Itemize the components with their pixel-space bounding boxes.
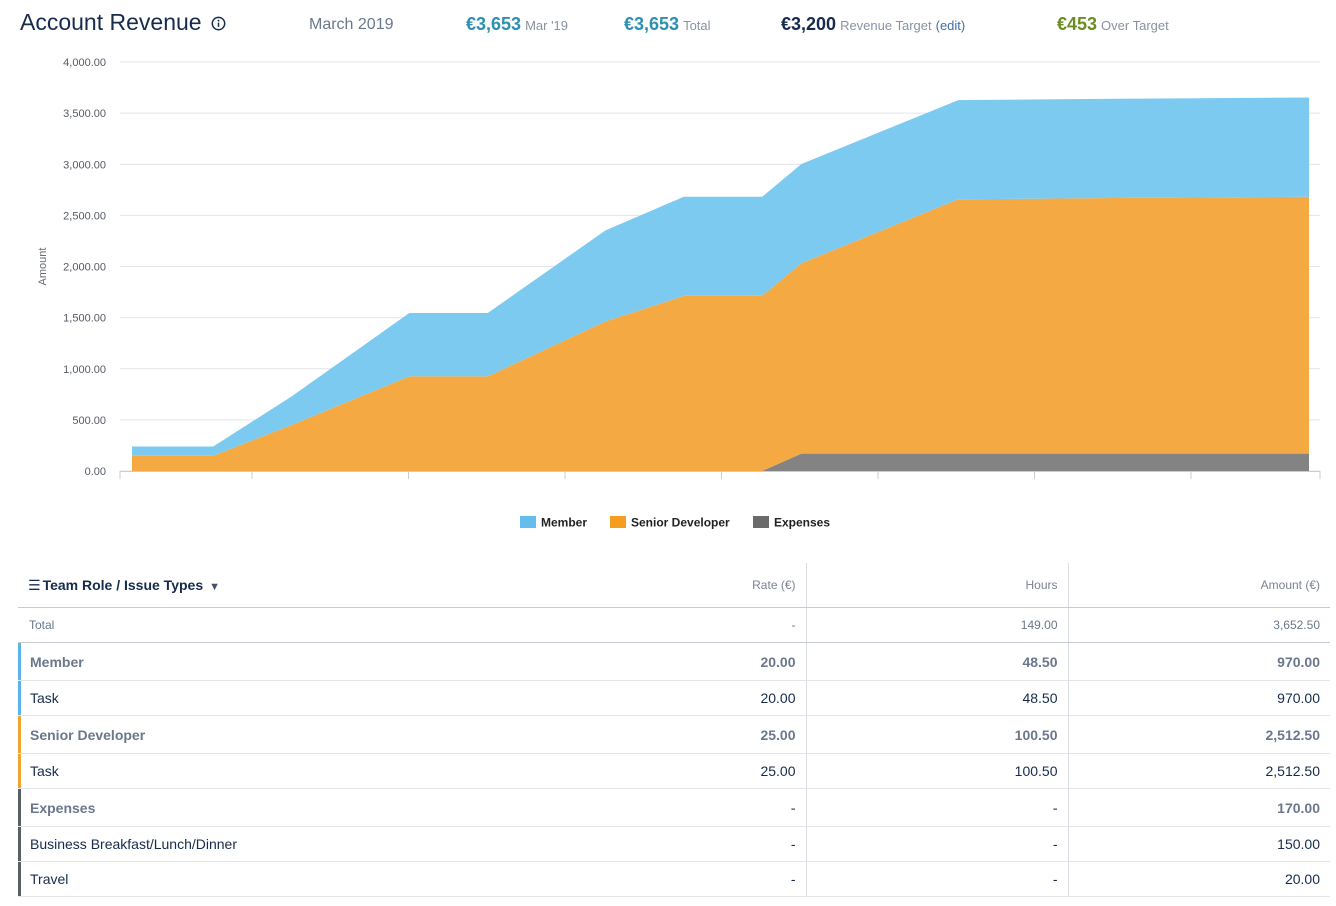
legend-label: Member xyxy=(541,516,587,530)
y-axis-label: Amount xyxy=(37,248,49,286)
stat-target-value: €3,200 xyxy=(781,14,837,34)
table-group-row[interactable]: Senior Developer 25.00 100.50 2,512.50 xyxy=(18,715,1330,754)
y-tick-label: 1,000.00 xyxy=(63,364,106,376)
row-label: Task xyxy=(30,690,59,706)
amount-cell: 2,512.50 xyxy=(1067,715,1330,754)
page-title: Account Revenue xyxy=(20,9,202,35)
area-senior-developer xyxy=(132,196,1309,471)
rate-cell: 25.00 xyxy=(760,763,796,779)
y-tick-label: 0.00 xyxy=(85,466,106,478)
rate-cell: - xyxy=(790,871,796,887)
rate-column-header[interactable]: Rate (€) xyxy=(752,578,796,592)
row-label: Member xyxy=(30,653,84,670)
table-group-row[interactable]: Expenses - -170.00 xyxy=(18,788,1330,827)
stat-total-value: €3,653 xyxy=(624,14,680,34)
hours-cell: - xyxy=(805,861,1068,897)
hours-cell: - xyxy=(805,826,1068,862)
y-tick-label: 500.00 xyxy=(72,415,106,427)
table-header-row: ☰ Team Role / Issue Types ▼ Rate (€) Hours… xyxy=(18,563,1330,608)
table-row-total[interactable]: Total -149.00 3,652.50 xyxy=(18,607,1330,643)
info-icon[interactable] xyxy=(211,16,226,31)
team-role-header-label: Team Role / Issue Types xyxy=(42,576,204,593)
stat-over-target-value: €453 xyxy=(1057,14,1098,34)
legend-swatch xyxy=(753,516,769,528)
rate-cell: 20.00 xyxy=(760,690,796,706)
stat-over-target: €453 Over Target xyxy=(1057,14,1169,35)
chevron-down-icon[interactable]: ▼ xyxy=(209,580,220,593)
amount-cell: 970.00 xyxy=(1067,642,1330,681)
row-label: Expenses xyxy=(30,799,96,816)
hours-cell: 48.50 xyxy=(805,680,1068,716)
rate-cell: - xyxy=(790,836,796,852)
stat-over-target-label: Over Target xyxy=(1101,18,1169,33)
area-member xyxy=(132,97,1309,456)
legend-label: Senior Developer xyxy=(631,516,730,530)
rate-cell: - xyxy=(791,618,796,632)
period-selector[interactable]: March 2019 xyxy=(309,16,394,33)
report-header: Account Revenue March 2019 €3,653 Mar '19… xyxy=(0,0,1336,48)
stat-total-label: Total xyxy=(683,18,711,33)
amount-cell: 150.00 xyxy=(1067,826,1330,862)
table-row[interactable]: Business Breakfast/Lunch/Dinner - -150.00 xyxy=(18,826,1330,862)
table-row[interactable]: Task 25.00 100.50 2,512.50 xyxy=(18,753,1330,789)
revenue-table: ☰ Team Role / Issue Types ▼ Rate (€) Hours… xyxy=(18,563,1330,897)
rate-cell: 25.00 xyxy=(760,726,796,743)
y-tick-label: 2,500.00 xyxy=(63,210,106,222)
row-label: Senior Developer xyxy=(30,726,146,743)
amount-cell: 2,512.50 xyxy=(1067,753,1330,789)
amount-cell: 970.00 xyxy=(1067,680,1330,716)
table-body: Total -149.00 3,652.50 Member 20.00 48.50 970.… xyxy=(18,607,1330,897)
hours-column-header[interactable]: Hours xyxy=(805,563,1068,608)
table-row[interactable]: Travel - -20.00 xyxy=(18,861,1330,897)
rate-cell: 20.00 xyxy=(760,653,796,670)
stat-month: €3,653 Mar '19 xyxy=(466,14,568,35)
amount-cell: 170.00 xyxy=(1067,788,1330,827)
stat-month-label: Mar '19 xyxy=(525,18,569,33)
y-tick-label: 4,000.00 xyxy=(63,57,106,69)
legend-label: Expenses xyxy=(774,516,830,530)
hours-cell: 48.50 xyxy=(805,642,1068,681)
y-tick-label: 3,500.00 xyxy=(63,108,106,120)
row-label: Task xyxy=(30,763,59,779)
menu-icon[interactable]: ☰ xyxy=(28,576,41,593)
amount-column-header[interactable]: Amount (€) xyxy=(1067,563,1330,608)
y-tick-label: 1,500.00 xyxy=(63,313,106,325)
team-role-column-header[interactable]: ☰ Team Role / Issue Types ▼ Rate (€) xyxy=(18,563,806,608)
hours-cell: 149.00 xyxy=(805,607,1068,643)
revenue-area-chart: 0.00 500.00 1,000.00 1,500.00 2,000.00 2,500.… xyxy=(37,57,1321,530)
y-tick-label: 2,000.00 xyxy=(63,262,106,274)
row-label: Total xyxy=(29,618,55,632)
edit-target-link[interactable]: (edit) xyxy=(935,18,966,33)
rate-cell: - xyxy=(790,799,796,816)
stat-target-label: Revenue Target xyxy=(840,18,932,33)
hours-cell: 100.50 xyxy=(805,753,1068,789)
stat-target: €3,200 Revenue Target (edit) xyxy=(781,14,965,35)
legend-swatch xyxy=(520,516,536,528)
area-expenses xyxy=(132,453,1309,471)
y-tick-label: 3,000.00 xyxy=(63,159,106,171)
hours-cell: - xyxy=(805,788,1068,827)
table-row[interactable]: Task 20.00 48.50 970.00 xyxy=(18,680,1330,716)
stat-month-value: €3,653 xyxy=(466,14,522,34)
table-group-row[interactable]: Member 20.00 48.50 970.00 xyxy=(18,642,1330,681)
legend-swatch xyxy=(610,516,626,528)
row-label: Business Breakfast/Lunch/Dinner xyxy=(30,836,237,852)
row-label: Travel xyxy=(30,871,69,887)
hours-cell: 100.50 xyxy=(805,715,1068,754)
amount-cell: 20.00 xyxy=(1067,861,1330,897)
amount-cell: 3,652.50 xyxy=(1067,607,1330,643)
stat-total: €3,653 Total xyxy=(624,14,711,35)
